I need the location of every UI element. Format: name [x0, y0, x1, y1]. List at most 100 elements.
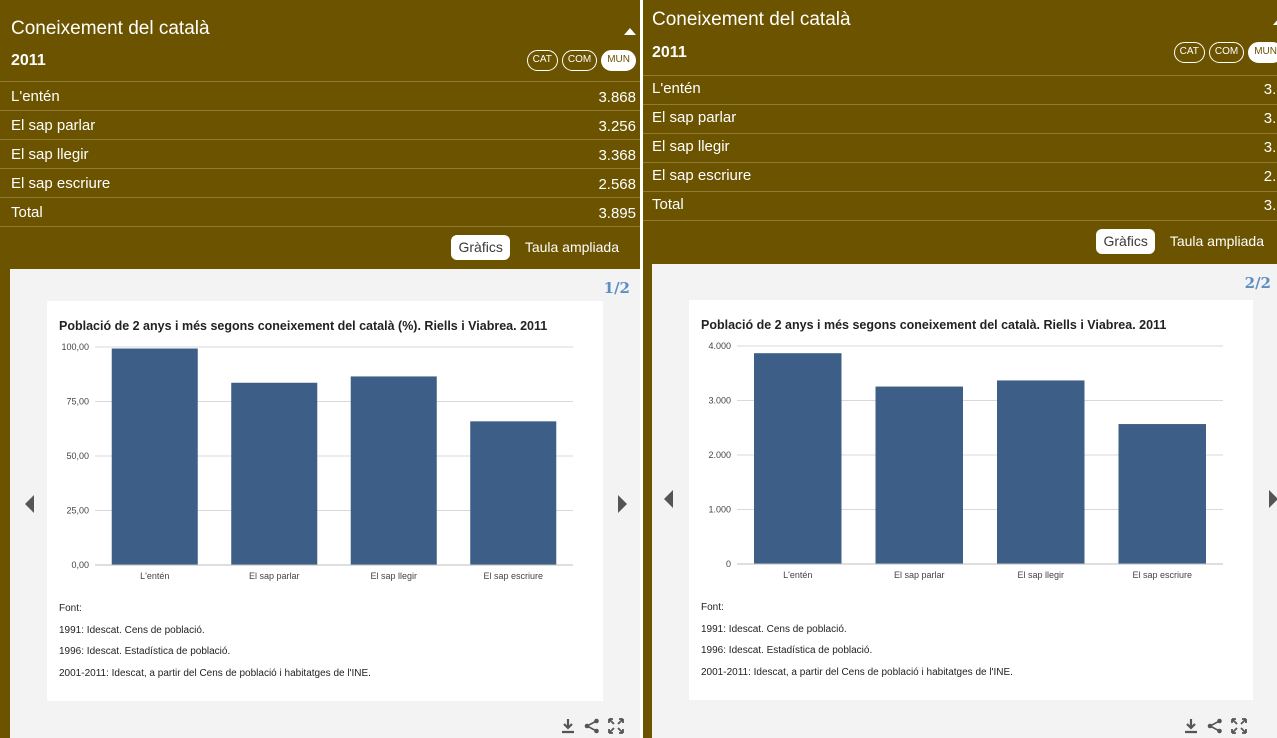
y-tick-label: 25,00 [66, 506, 89, 516]
bar[interactable] [997, 380, 1085, 564]
panel-header: Coneixement del català 2011 CAT COM MUN [0, 0, 640, 76]
y-tick-label: 100,00 [61, 342, 89, 352]
bar[interactable] [875, 386, 963, 564]
bar-chart: 0 1.000 2.000 3.000 4.000 L'entén El sap parla… [708, 341, 1223, 580]
graph-area: 1/2 Població de 2 anys i més segons cone… [10, 269, 640, 738]
panel-header: Coneixement del català 2011 CAT COM MUN [643, 0, 1277, 76]
y-tick-label: 4.000 [708, 341, 731, 351]
table-row: El sap escriure 2.568 [0, 168, 640, 197]
row-label: El sap parlar [11, 117, 96, 134]
panel-title: Coneixement del català [652, 9, 851, 30]
scope-cat-button[interactable]: CAT [1173, 42, 1205, 63]
scope-com-button[interactable]: COM [1208, 42, 1245, 63]
row-label: Total [652, 196, 684, 213]
chart-pager: 1/2 [603, 279, 630, 297]
row-label: Total [11, 204, 43, 221]
table-row: El sap llegir 3.368 [0, 139, 640, 168]
y-tick-label: 1.000 [708, 505, 731, 515]
chart-toolbar [560, 718, 624, 734]
x-tick-label: L'entén [783, 570, 812, 580]
tab-grafics[interactable]: Gràfics [451, 235, 510, 260]
x-tick-label: El sap llegir [370, 571, 417, 581]
chart-pager: 2/2 [1244, 274, 1271, 292]
collapse-icon[interactable] [624, 28, 636, 35]
table-row: L'entén 3.868 [0, 81, 640, 110]
collapse-icon[interactable] [1273, 18, 1277, 25]
previous-chart-icon[interactable] [664, 490, 673, 508]
y-tick-label: 3.000 [708, 396, 731, 406]
bar[interactable] [470, 421, 557, 565]
y-tick-label: 75,00 [66, 397, 89, 407]
bar[interactable] [350, 376, 437, 565]
scope-mun-button[interactable]: MUN [601, 50, 636, 71]
row-value: 3.895 [598, 205, 636, 222]
fullscreen-icon[interactable] [608, 718, 624, 734]
previous-chart-icon[interactable] [25, 495, 34, 513]
table-row: L'entén 3.86 [643, 75, 1277, 104]
table-row: El sap llegir 3.36 [643, 133, 1277, 162]
table-divider [0, 226, 640, 227]
scope-switcher: CAT COM MUN [1173, 42, 1277, 63]
chart-title: Població de 2 anys i més segons coneixem… [59, 319, 548, 333]
panel-divider [640, 0, 643, 738]
source-line: 1991: Idescat. Cens de població. [701, 623, 847, 635]
x-tick-label: El sap llegir [1017, 570, 1064, 580]
table-divider [643, 220, 1277, 221]
data-table: L'entén 3.86 El sap parlar 3.25 El sap lle… [643, 75, 1277, 221]
bar[interactable] [1118, 424, 1206, 564]
table-row: El sap parlar 3.25 [643, 104, 1277, 133]
bar[interactable] [111, 348, 198, 565]
table-row: El sap parlar 3.256 [0, 110, 640, 139]
download-icon[interactable] [1183, 718, 1199, 734]
statistics-panel-1: Coneixement del català 2011 CAT COM MUN … [0, 0, 640, 738]
chart-card: Població de 2 anys i més segons coneixem… [689, 300, 1253, 700]
row-value: 2.568 [598, 176, 636, 193]
row-value: 3.89 [1263, 197, 1277, 214]
view-switcher: Gràfics Taula ampliada [1096, 229, 1271, 254]
bar[interactable] [754, 353, 842, 564]
download-icon[interactable] [560, 718, 576, 734]
statistics-panel-2: Coneixement del català 2011 CAT COM MUN … [643, 0, 1277, 738]
chart-sources: Font: 1991: Idescat. Cens de població. 1… [701, 597, 1013, 683]
share-icon[interactable] [584, 718, 600, 734]
next-chart-icon[interactable] [1269, 490, 1277, 508]
sources-label: Font: [701, 602, 724, 613]
row-label: L'entén [11, 88, 60, 105]
row-value: 3.86 [1263, 81, 1277, 98]
share-icon[interactable] [1207, 718, 1223, 734]
row-value: 2.56 [1263, 168, 1277, 185]
data-table: L'entén 3.868 El sap parlar 3.256 El sap l… [0, 81, 640, 227]
graph-area: 2/2 Població de 2 anys i més segons cone… [652, 264, 1277, 738]
tab-taula-ampliada[interactable]: Taula ampliada [1169, 233, 1264, 249]
view-switcher: Gràfics Taula ampliada [451, 235, 626, 260]
scope-mun-button[interactable]: MUN [1248, 42, 1277, 63]
row-label: El sap llegir [652, 138, 730, 155]
chart-card: Població de 2 anys i més segons coneixem… [47, 301, 603, 701]
bar-chart: 0,00 25,00 50,00 75,00 100,00 L'entén El sap p… [61, 342, 573, 581]
source-line: 1996: Idescat. Estadística de població. [59, 646, 231, 657]
scope-com-button[interactable]: COM [561, 50, 598, 71]
chart-title: Població de 2 anys i més segons coneixem… [701, 318, 1167, 332]
chart-toolbar [1183, 718, 1247, 734]
row-value: 3.256 [598, 118, 636, 135]
table-row-total: Total 3.895 [0, 197, 640, 226]
panel-title: Coneixement del català [11, 18, 210, 39]
row-label: El sap parlar [652, 109, 737, 126]
year-label: 2011 [652, 44, 687, 61]
y-tick-label: 0 [726, 559, 731, 569]
tab-grafics[interactable]: Gràfics [1096, 229, 1155, 254]
scope-cat-button[interactable]: CAT [526, 50, 558, 71]
row-label: El sap escriure [11, 175, 111, 192]
fullscreen-icon[interactable] [1231, 718, 1247, 734]
row-value: 3.868 [598, 89, 636, 106]
next-chart-icon[interactable] [618, 495, 627, 513]
x-tick-label: El sap escriure [1132, 570, 1192, 580]
tab-taula-ampliada[interactable]: Taula ampliada [524, 239, 619, 255]
y-tick-label: 0,00 [71, 560, 89, 570]
source-line: 2001-2011: Idescat, a partir del Cens de… [59, 667, 371, 679]
x-tick-label: El sap escriure [483, 571, 543, 581]
y-tick-label: 50,00 [66, 451, 89, 461]
scope-switcher: CAT COM MUN [526, 50, 636, 71]
bar[interactable] [231, 382, 318, 565]
sources-label: Font: [59, 603, 82, 614]
